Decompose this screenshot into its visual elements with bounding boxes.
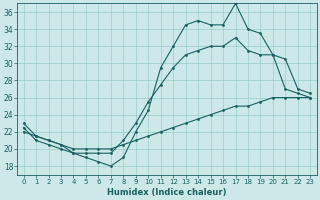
X-axis label: Humidex (Indice chaleur): Humidex (Indice chaleur) <box>107 188 227 197</box>
